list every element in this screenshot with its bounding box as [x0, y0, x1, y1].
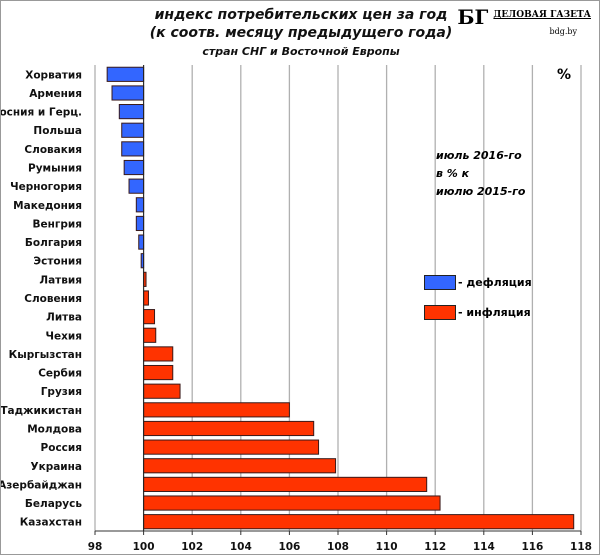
bar-1 — [111, 85, 145, 101]
annotation-line: июль 2016-го — [436, 149, 522, 162]
bar-20 — [143, 439, 320, 455]
category-label: Румыния — [28, 163, 82, 175]
bar-5 — [123, 159, 145, 176]
legend-item-deflation: - дефляция — [424, 275, 532, 290]
category-label: Таджикистан — [1, 405, 82, 417]
chart-subtitle-2: стран СНГ и Восточной Европы — [202, 45, 400, 58]
bar-8 — [135, 215, 145, 232]
category-label: Польша — [33, 125, 82, 137]
category-label: Черногория — [10, 181, 82, 193]
x-tick-label: 114 — [473, 541, 495, 553]
bar-6 — [128, 178, 145, 194]
category-label: Босния и Герц. — [1, 107, 82, 119]
logo: БГ ДЕЛОВАЯ ГАЗЕТА bdg.by — [457, 5, 591, 36]
category-label: Армения — [29, 88, 82, 100]
bar-21 — [143, 458, 337, 474]
x-tick-label: 100 — [133, 541, 155, 553]
chart-subtitle: (к соотв. месяцу предыдущего года) — [149, 25, 453, 41]
chart-title: индекс потребительских цен за год — [154, 7, 448, 23]
category-label: Словения — [24, 293, 82, 305]
category-label: Азербайджан — [1, 479, 82, 491]
unit-label: % — [557, 67, 572, 83]
annotation-line: в % к — [436, 167, 470, 180]
category-label: Грузия — [41, 386, 82, 398]
category-label: Казахстан — [20, 517, 82, 529]
bar-3 — [121, 122, 145, 138]
bar-9 — [138, 234, 145, 250]
x-tick-label: 116 — [521, 541, 543, 553]
bar-24 — [143, 514, 575, 530]
bar-12 — [143, 290, 149, 306]
bar-2 — [118, 104, 145, 120]
bar-7 — [135, 197, 145, 213]
x-tick-label: 98 — [88, 541, 103, 553]
logo-url: bdg.by — [549, 27, 577, 36]
logo-name: ДЕЛОВАЯ ГАЗЕТА — [493, 10, 591, 20]
bar-18 — [143, 402, 290, 418]
bar-19 — [143, 420, 315, 437]
category-label: Македония — [13, 200, 82, 212]
legend-swatch — [424, 275, 456, 290]
bar-22 — [143, 476, 428, 492]
x-tick-label: 102 — [181, 541, 203, 553]
bar-13 — [143, 309, 156, 325]
category-label: Россия — [41, 442, 82, 454]
category-label: Кыргызстан — [9, 349, 82, 361]
bar-15 — [143, 346, 174, 362]
bar-14 — [143, 327, 157, 343]
bar-0 — [106, 66, 145, 82]
category-label: Литва — [46, 312, 82, 324]
category-label: Молдова — [27, 423, 82, 435]
legend-label: - инфляция — [458, 306, 531, 319]
annotation-line: июлю 2015-го — [436, 185, 526, 198]
bar-4 — [121, 141, 145, 157]
legend-swatch — [424, 305, 456, 320]
x-tick-label: 108 — [327, 541, 349, 553]
x-tick-label: 104 — [230, 541, 252, 553]
category-label: Чехия — [46, 330, 82, 342]
x-tick-label: 106 — [278, 541, 300, 553]
bar-23 — [143, 495, 441, 511]
category-label: Болгария — [25, 237, 82, 249]
x-tick-label: 118 — [570, 541, 592, 553]
x-tick-label: 112 — [424, 541, 446, 553]
bar-17 — [143, 383, 181, 399]
x-tick-label: 110 — [376, 541, 398, 553]
logo-mark: БГ — [457, 5, 489, 29]
category-label: Беларусь — [25, 498, 82, 510]
annotation: июль 2016-го в % к июлю 2015-го — [436, 147, 525, 201]
category-label: Сербия — [38, 368, 82, 380]
category-label: Эстония — [33, 256, 82, 268]
category-label: Венгрия — [33, 218, 82, 230]
category-label: Словакия — [24, 144, 82, 156]
bar-16 — [143, 364, 174, 381]
category-label: Хорватия — [25, 69, 82, 81]
legend-item-inflation: - инфляция — [424, 305, 531, 320]
legend-label: - дефляция — [458, 276, 532, 289]
category-label: Латвия — [39, 274, 82, 286]
category-label: Украина — [30, 461, 82, 473]
